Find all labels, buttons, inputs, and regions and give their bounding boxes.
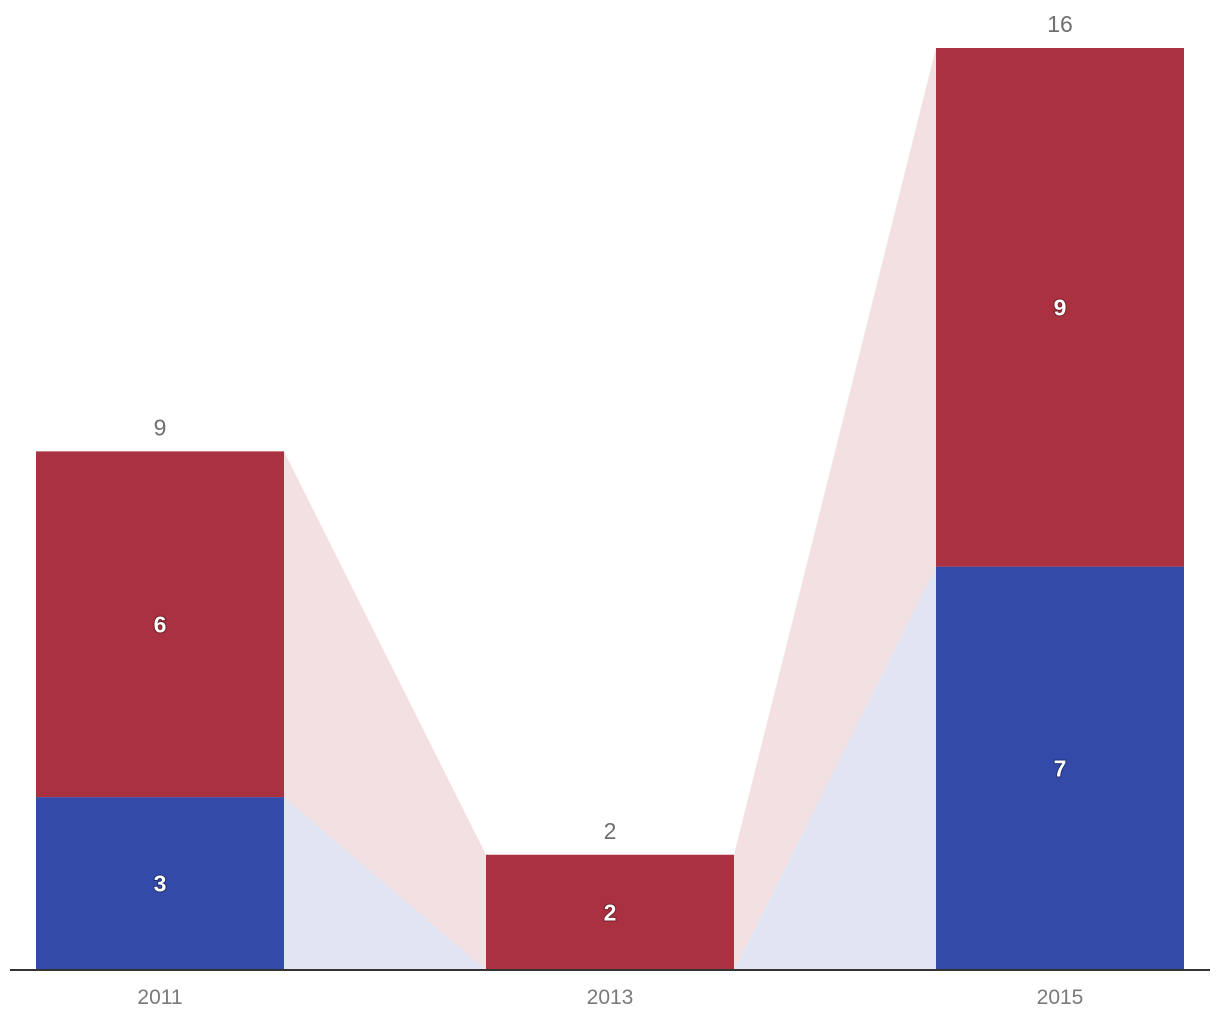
connector-band [734, 48, 936, 970]
x-tick-label: 2015 [1037, 986, 1084, 1009]
bar-segment [936, 566, 1184, 970]
connector-band [284, 451, 486, 970]
bar-segment [486, 854, 734, 970]
bar-value-label: 6 [154, 611, 167, 637]
bar-segment [936, 48, 1184, 567]
bar-segment [36, 451, 284, 798]
bar-segment [36, 797, 284, 970]
x-tick-label: 2013 [587, 986, 634, 1009]
bar-value-label: 7 [1054, 755, 1067, 781]
bar-value-label: 9 [1054, 294, 1067, 320]
x-tick-labels: 2011 2013 2015 [137, 986, 1083, 1009]
value-labels: 3 7 6 2 9 [153, 293, 1068, 926]
bars [36, 48, 1184, 970]
bar-value-label: 2 [604, 899, 617, 925]
x-tick-label: 2011 [137, 986, 182, 1009]
bar-total-label: 9 [154, 414, 167, 440]
total-labels: 9 2 16 [154, 11, 1073, 844]
bar-value-label: 3 [154, 871, 167, 897]
connector-bands [284, 48, 936, 970]
bar-total-label: 16 [1047, 11, 1073, 37]
bar-total-label: 2 [604, 818, 617, 844]
